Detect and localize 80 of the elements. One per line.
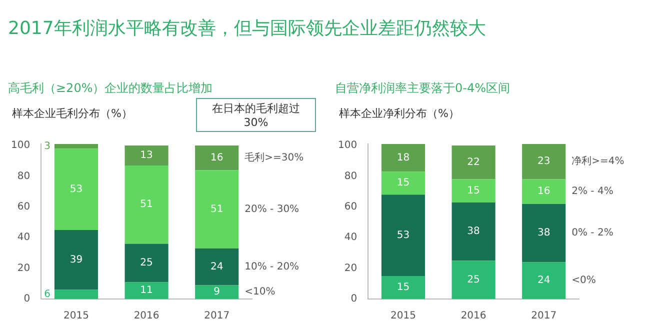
series-label: 0% - 2% [572, 228, 614, 239]
data-label: 3 [44, 140, 50, 152]
data-label: 18 [396, 152, 410, 164]
series-label: 10% - 20% [244, 261, 300, 272]
bar [195, 170, 239, 248]
data-label: 51 [210, 204, 224, 215]
data-label: 53 [70, 184, 83, 195]
series-label: <10% [244, 286, 276, 298]
bar [522, 179, 566, 204]
data-label: 23 [537, 156, 550, 168]
bar [522, 262, 566, 299]
bar [54, 144, 98, 149]
bar [54, 230, 98, 290]
bar [124, 165, 168, 244]
bar [522, 204, 566, 262]
data-label: 51 [140, 199, 153, 210]
bar [452, 179, 496, 202]
y-axis-title: 样本企业毛利分布（%） [12, 107, 132, 120]
x-tick-label: 2016 [134, 310, 160, 322]
series-label: <0% [572, 275, 596, 286]
x-tick-label: 2015 [390, 310, 416, 322]
bar [452, 146, 496, 180]
x-tick-label: 2017 [531, 310, 557, 322]
bar [124, 282, 168, 299]
y-tick-label: 100 [338, 140, 358, 152]
y-tick-label: 40 [17, 232, 30, 244]
y-tick-label: 80 [17, 170, 30, 182]
x-tick-label: 2016 [460, 310, 486, 322]
data-label: 39 [70, 254, 83, 266]
x-tick-label: 2015 [64, 310, 89, 322]
y-tick-label: 20 [17, 262, 30, 274]
y-tick-label: 20 [344, 262, 358, 274]
data-label: 11 [140, 285, 153, 296]
data-label: 9 [214, 286, 220, 298]
data-label: 25 [467, 274, 480, 286]
bar [381, 172, 426, 195]
bar [381, 144, 426, 172]
data-label: 16 [210, 152, 224, 164]
y-tick-label: 80 [344, 170, 358, 182]
data-label: 24 [537, 275, 550, 286]
bar [195, 146, 239, 170]
data-label: 15 [467, 185, 480, 196]
data-label: 13 [140, 150, 153, 162]
bar [452, 260, 496, 299]
data-label: 6 [44, 288, 50, 300]
bar [522, 144, 566, 180]
data-label: 38 [537, 228, 550, 239]
chart-subtitle: 高毛利（≥20%）企业的数量占比增加 [8, 80, 214, 97]
text: 在日本的毛利超过30% [196, 98, 316, 132]
y-tick-label: 0 [350, 294, 358, 305]
bar [195, 285, 239, 299]
series-label: 毛利>=30% [244, 151, 304, 164]
bar [124, 244, 168, 282]
bar [195, 248, 239, 286]
y-tick-label: 0 [24, 294, 30, 305]
y-tick-label: 40 [344, 232, 358, 244]
y-tick-label: 60 [17, 202, 30, 213]
data-label: 38 [467, 226, 480, 238]
data-label: 25 [140, 258, 153, 269]
x-tick-label: 2017 [204, 310, 230, 322]
data-label: 16 [537, 186, 550, 198]
y-tick-label: 100 [10, 140, 30, 152]
bar [381, 276, 426, 299]
y-tick-label: 60 [344, 202, 358, 213]
y-axis-title: 样本企业净利分布（%） [339, 106, 460, 121]
data-label: 53 [396, 230, 410, 241]
data-label: 15 [396, 178, 410, 189]
series-label: 2% - 4% [572, 186, 614, 198]
bar [452, 202, 496, 261]
chart-subtitle: 自营净利润率主要落于0-4%区间 [335, 80, 512, 97]
bar [381, 194, 426, 276]
data-label: 24 [210, 261, 224, 272]
series-label: 20% - 30% [244, 204, 300, 215]
series-label: 净利>=4% [572, 155, 624, 168]
data-label: 15 [396, 282, 410, 294]
chart-title: 2017年利润水平略有改善，但与国际领先企业差距仍然较大 [8, 17, 487, 41]
data-label: 22 [467, 157, 480, 168]
bar [54, 290, 98, 299]
bar [124, 146, 168, 166]
bar [54, 148, 98, 230]
